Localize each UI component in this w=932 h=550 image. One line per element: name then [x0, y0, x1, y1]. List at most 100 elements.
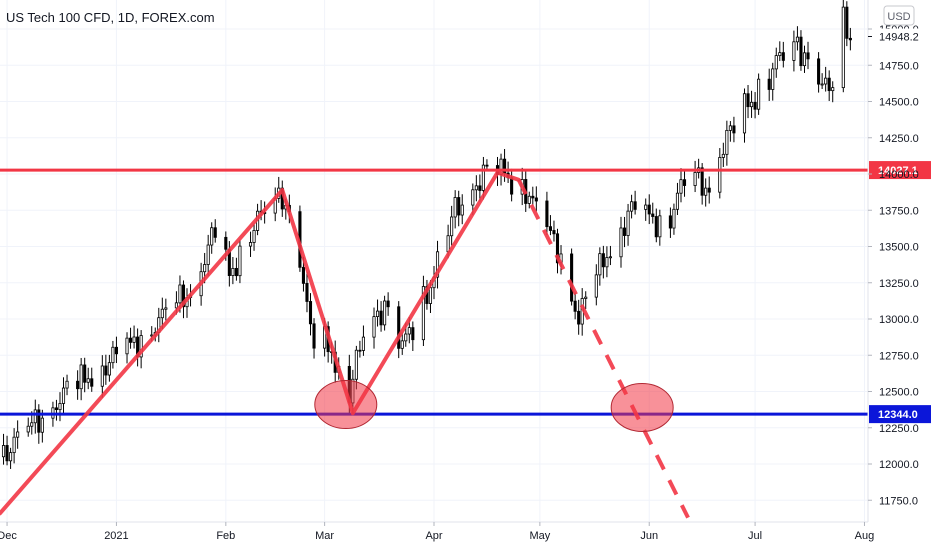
- candle-body: [721, 153, 725, 158]
- candle-body: [83, 364, 87, 383]
- price-tick-label: 12750.0: [879, 350, 919, 362]
- price-tick-label: 11750.0: [879, 495, 918, 507]
- price-tick-label: 13000.0: [879, 314, 919, 326]
- candle-body: [86, 378, 90, 383]
- price-tick-label: 14750.0: [879, 60, 919, 72]
- chart-title: US Tech 100 CFD, 1D, FOREX.com: [6, 10, 215, 25]
- candle-body: [460, 204, 464, 216]
- time-tick-label: Feb: [216, 530, 235, 542]
- price-tick-label: 14250.0: [879, 133, 919, 145]
- candle-body: [654, 216, 658, 238]
- projection-dashed-line: [516, 178, 690, 519]
- candle-body: [545, 200, 549, 228]
- candle-body: [658, 215, 662, 238]
- candle-body: [421, 286, 425, 341]
- candle-body: [404, 333, 408, 342]
- candle-body: [312, 323, 316, 349]
- price-tick-label: 14500.0: [879, 97, 919, 109]
- candle-body: [76, 380, 80, 390]
- candle-body: [397, 306, 401, 349]
- grid: [0, 0, 868, 522]
- candle-body: [647, 204, 651, 215]
- candle-body: [114, 346, 118, 355]
- price-axis[interactable]: 11750.0 12000.0 12250.0 12500.0 12750.0 13000…: [867, 0, 929, 522]
- candle-body: [33, 409, 37, 424]
- candle-body: [753, 101, 757, 110]
- candle-body: [732, 125, 736, 134]
- time-tick-label: Mar: [315, 530, 334, 542]
- candle-body: [577, 310, 581, 325]
- candle-body: [555, 233, 560, 264]
- candle-body: [30, 422, 34, 427]
- candle-body: [778, 52, 782, 57]
- candle-body: [383, 300, 387, 326]
- candle-body: [203, 264, 207, 273]
- candle-body: [795, 36, 799, 43]
- price-tick-label: 14000.0: [879, 169, 919, 181]
- currency-button[interactable]: USD: [883, 5, 915, 26]
- highlight-circle: [610, 382, 674, 432]
- candle-body: [626, 210, 630, 236]
- candle-body: [375, 310, 380, 318]
- candle-body: [213, 227, 217, 238]
- price-tick-label: 12500.0: [879, 387, 919, 399]
- candle-body: [651, 213, 655, 217]
- price-tick-label: 12000.0: [879, 459, 919, 471]
- candle-body: [757, 78, 761, 110]
- candle-body: [817, 58, 821, 85]
- candle-body: [700, 167, 704, 196]
- candle-body: [622, 227, 627, 236]
- candle-body: [224, 236, 228, 250]
- candle-body: [231, 267, 235, 276]
- candle-body: [552, 230, 556, 235]
- time-tick-label: Jul: [748, 530, 762, 542]
- candle-body: [164, 307, 168, 310]
- candle-body: [841, 6, 845, 89]
- candle-body: [400, 340, 404, 349]
- candle-body: [16, 431, 20, 438]
- candle-body: [598, 253, 602, 276]
- candle-body: [308, 301, 313, 325]
- candle-body: [682, 179, 687, 186]
- candle-body: [806, 52, 810, 60]
- candle-body: [707, 187, 711, 193]
- current-price-box: [873, 28, 929, 45]
- candle-body: [26, 425, 30, 433]
- candle-body: [573, 300, 577, 312]
- candle-body: [548, 226, 552, 231]
- candle-body: [210, 227, 214, 246]
- candle-body: [12, 436, 16, 454]
- candle-body: [435, 251, 440, 278]
- candle-body: [125, 337, 129, 355]
- candle-body: [845, 6, 849, 39]
- candle-body: [206, 244, 210, 265]
- candle-body: [104, 365, 108, 376]
- candle-body: [728, 125, 732, 131]
- candle-body: [407, 327, 411, 335]
- candle-body: [446, 235, 450, 253]
- candle-body: [54, 407, 59, 411]
- candle-body: [354, 349, 358, 380]
- candle-body: [234, 267, 238, 277]
- candle-body: [90, 378, 94, 387]
- candle-body: [305, 282, 309, 302]
- candle-body: [594, 274, 598, 298]
- time-axis[interactable]: Dec 2021 Feb Mar Apr May Jun Jul Aug: [0, 521, 874, 542]
- candle-body: [750, 101, 754, 108]
- candle-body: [457, 197, 461, 216]
- candle-body: [570, 253, 574, 302]
- level-price-badge: [869, 405, 931, 424]
- candle-body: [633, 201, 637, 210]
- candle-body: [608, 256, 612, 259]
- candle-body: [40, 417, 44, 433]
- candle-body: [584, 296, 588, 299]
- candle-body: [386, 300, 390, 308]
- candle-body: [742, 93, 747, 134]
- candle-body: [79, 364, 83, 390]
- candle-body: [746, 93, 750, 108]
- level-price-label: 14027.1: [878, 165, 918, 177]
- time-tick-label: May: [529, 530, 550, 542]
- candle-body: [453, 197, 457, 218]
